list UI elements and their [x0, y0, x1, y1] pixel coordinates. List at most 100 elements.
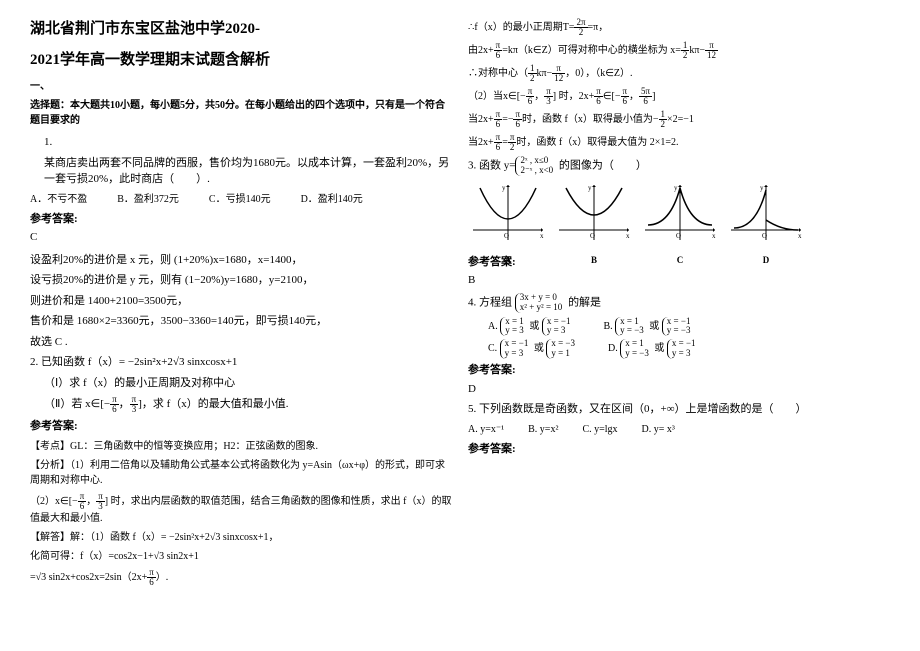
- svg-text:O: O: [676, 232, 681, 240]
- frac-pi6-r4c: π6: [621, 87, 630, 106]
- r-line5: 当2x+π6=−π6时，函数 f（x）取得最小值为−12×2=−1: [468, 110, 890, 129]
- q4-line: 4. 方程组 3x + y = 0x² + y² = 10 的解是: [468, 293, 890, 313]
- svg-text:x: x: [798, 232, 802, 240]
- graph-a: O x y A: [468, 180, 548, 250]
- frac-pi6-r5a: π6: [494, 110, 503, 129]
- q4-ref-answer-label: 参考答案:: [468, 362, 890, 379]
- svg-text:y: y: [502, 184, 506, 192]
- q1-sol-4: 售价和是 1680×2=3360元，3500−3360=140元，即亏损140元…: [30, 313, 452, 330]
- frac-pi12: π12: [705, 41, 718, 60]
- r-l2b: =kπ（k∈Z）可得对称中心的横坐标为 x=: [502, 45, 681, 56]
- q2-ref-answer-label: 参考答案:: [30, 418, 452, 435]
- svg-text:y: y: [588, 184, 592, 192]
- q2-part2: （Ⅱ）若 x∈[−π6，π3]，求 f（x）的最大值和最小值.: [30, 395, 452, 414]
- opt-b-label: B.: [603, 321, 612, 332]
- graph-a-label: A: [468, 254, 548, 268]
- svg-text:O: O: [590, 232, 595, 240]
- q2-part1: （Ⅰ）求 f（x）的最小正周期及对称中心: [30, 375, 452, 392]
- or-c: 或: [534, 344, 544, 355]
- or-b: 或: [649, 321, 659, 332]
- r-l3c: ，0），（k∈Z）.: [565, 68, 632, 79]
- q1-text: 某商店卖出两套不同品牌的西服，售价均为1680元。以成本计算，一套盈利20%，另…: [30, 155, 452, 188]
- opt-d-label: D.: [608, 344, 618, 355]
- q4-opt-c: C. x = −1y = 3 或 x = −3y = 1: [488, 339, 578, 359]
- q5-ref-answer-label: 参考答案:: [468, 441, 890, 458]
- q4-system: 3x + y = 0x² + y² = 10: [515, 293, 566, 313]
- q4-eq2: x² + y² = 10: [520, 303, 563, 313]
- q1-opt-a: A．不亏不盈: [30, 192, 87, 207]
- r-l3b: kπ−: [537, 68, 553, 79]
- r-l5a: 当2x+: [468, 114, 494, 125]
- svg-text:x: x: [626, 232, 630, 240]
- or-d: 或: [654, 344, 664, 355]
- r-l3a: ∴对称中心（: [468, 68, 528, 79]
- left-column: 湖北省荆门市东宝区盐池中学2020- 2021学年高一数学理期末试题含解析 一、…: [22, 18, 460, 633]
- q1-sol-2: 设亏损20%的进价是 y 元，则有 (1−20%)y=1680，y=2100，: [30, 272, 452, 289]
- q3-label: 3. 函数: [468, 159, 501, 171]
- frac-pi6-3: π6: [147, 568, 156, 587]
- r-l1b: =π，: [588, 22, 609, 33]
- q2-kaodian: 【考点】GL：三角函数中的恒等变换应用；H2：正弦函数的图象.: [30, 439, 452, 454]
- frac-pi6-r2: π6: [494, 41, 503, 60]
- frac-5pi6: 5π6: [639, 87, 652, 106]
- q3-piecewise: 2ˣ , x≤02⁻ˣ , x<0: [515, 156, 556, 176]
- q4d-g2: x = −1y = 3: [667, 339, 699, 359]
- svg-text:x: x: [712, 232, 716, 240]
- r-line1: ∴f（x）的最小正周期T=2π2=π，: [468, 18, 890, 37]
- q5-text: 5. 下列函数既是奇函数，又在区间（0，+∞）上是增函数的是（ ）: [468, 401, 890, 418]
- q5-opt-b: B. y=x²: [528, 422, 558, 437]
- graph-b: O x y B: [554, 180, 634, 250]
- q4-opt-d: D. x = 1y = −3 或 x = −1y = 3: [608, 339, 699, 359]
- svg-text:x: x: [540, 232, 544, 240]
- opt-c-label: C.: [488, 344, 497, 355]
- section-1-heading: 选择题：本大题共10小题，每小题5分，共50分。在每小题给出的四个选项中，只有是…: [30, 98, 452, 128]
- q2-sol-3: =√3 sin2x+cos2x=2sin（2x+π6）.: [30, 568, 452, 587]
- r-l2c: kπ−: [689, 45, 705, 56]
- r-l4b: ] 时，2x+: [553, 91, 594, 102]
- right-column: ∴f（x）的最小正周期T=2π2=π， 由2x+π6=kπ（k∈Z）可得对称中心…: [460, 18, 898, 633]
- graph-c-label: C: [640, 254, 720, 268]
- r-l5d: ×2=−1: [667, 114, 694, 125]
- q3-line: 3. 函数 y=2ˣ , x≤02⁻ˣ , x<0 的图像为（ ）: [468, 156, 890, 176]
- q4a-g2: x = −1y = 3: [542, 317, 574, 337]
- q1-answer: C: [30, 229, 452, 246]
- frac-pi6-r5b: π6: [513, 110, 522, 129]
- frac-pi3: π3: [130, 395, 139, 414]
- frac-pi3-r4: π3: [544, 87, 553, 106]
- r-l2a: 由2x+: [468, 45, 494, 56]
- q2-fx2a: （2）x∈[−: [30, 495, 78, 506]
- q4-opt-a: A. x = 1y = 3 或 x = −1y = 3: [488, 317, 573, 337]
- frac-pi6-2: π6: [78, 492, 87, 511]
- svg-text:O: O: [504, 232, 509, 240]
- q4-row-cd: C. x = −1y = 3 或 x = −3y = 1 D. x = 1y =…: [488, 339, 890, 359]
- q5-opt-c: C. y=lgx: [582, 422, 617, 437]
- q1-choices: A．不亏不盈 B．盈利372元 C．亏损140元 D．盈利140元: [30, 192, 452, 207]
- q2-text: 2. 已知函数 f（x）= −2sin²x+2√3 sinxcosx+1: [30, 354, 452, 371]
- svg-text:y: y: [760, 184, 764, 192]
- frac-pi6-r6a: π6: [494, 133, 503, 152]
- svg-text:y: y: [674, 184, 678, 192]
- q5-opt-d: D. y= x³: [642, 422, 675, 437]
- r-l5b: =−: [502, 114, 513, 125]
- svg-text:O: O: [762, 232, 767, 240]
- q2-fenxi-1: 【分析】（1）利用二倍角以及辅助角公式基本公式将函数化为 y=Asin（ωx+φ…: [30, 458, 452, 488]
- q1-sol-5: 故选 C .: [30, 334, 452, 351]
- q4-tail: 的解是: [568, 296, 601, 308]
- q4c-g2: x = −3y = 1: [546, 339, 578, 359]
- q4b-g1: x = 1y = −3: [615, 317, 647, 337]
- q1-opt-c: C．亏损140元: [209, 192, 271, 207]
- r-l1a: ∴f（x）的最小正周期T=: [468, 22, 574, 33]
- frac-pi6-r4b: π6: [594, 87, 603, 106]
- q4-label: 4. 方程组: [468, 296, 512, 308]
- frac-neg12: 12: [659, 110, 668, 129]
- r-line6: 当2x+π6=π2时，函数 f（x）取得最大值为 2×1=2.: [468, 133, 890, 152]
- graph-d: O x y D: [726, 180, 806, 250]
- q2-sol3b: ）.: [156, 571, 169, 582]
- graph-b-label: B: [554, 254, 634, 268]
- frac-pi12b: π12: [552, 64, 565, 83]
- r-l4d: ]: [652, 91, 655, 102]
- r-l5c: 时，函数 f（x）取得最小值为: [522, 114, 653, 125]
- r-l4c: ∈[−: [603, 91, 621, 102]
- q2-p2a: （Ⅱ）若 x∈[−: [44, 398, 110, 410]
- frac-1-2b: 12: [528, 64, 537, 83]
